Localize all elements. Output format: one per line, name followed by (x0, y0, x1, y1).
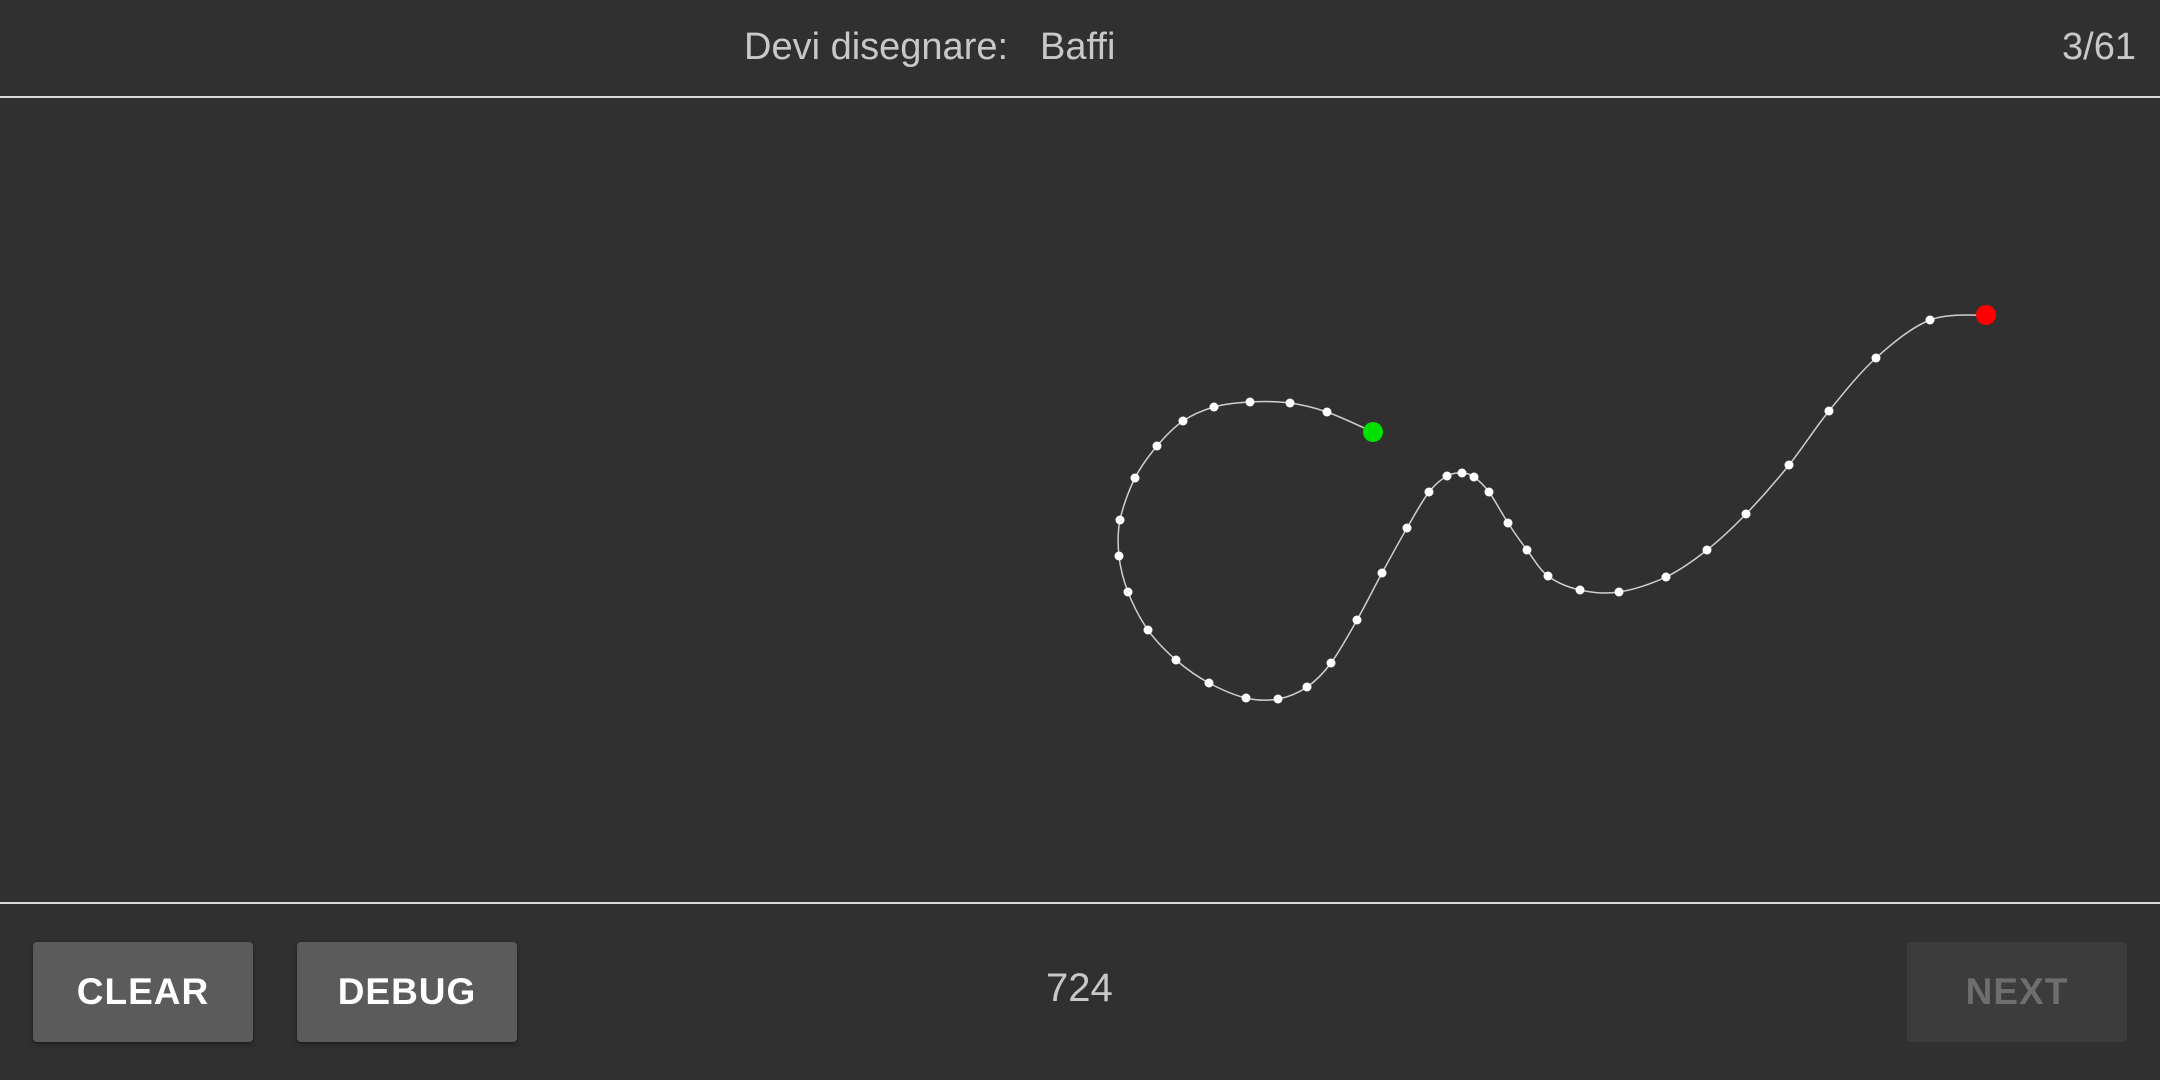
stroke-point (1457, 468, 1467, 478)
stroke-point (1661, 572, 1671, 582)
stroke-path (1117, 314, 1987, 701)
stroke-point (1543, 571, 1553, 581)
footer-divider (0, 902, 2160, 904)
stroke-point (1741, 509, 1751, 519)
stroke-point (1171, 655, 1181, 665)
progress-counter: 3/61 (2062, 26, 2136, 68)
prompt-label: Devi disegnare: (744, 26, 1009, 68)
stroke-point (1273, 694, 1283, 704)
stroke-point (1241, 693, 1251, 703)
next-button[interactable]: NEXT (1907, 942, 2127, 1042)
stroke-point (1114, 551, 1124, 561)
stroke-point (1178, 416, 1188, 426)
stroke-start-point (1363, 422, 1383, 442)
stroke-point (1484, 487, 1494, 497)
stroke-point (1115, 515, 1125, 525)
footer-bar: CLEAR DEBUG 724 NEXT (0, 904, 2160, 1080)
stroke-layer (1114, 305, 1996, 704)
debug-button[interactable]: DEBUG (297, 942, 517, 1042)
stroke-point (1871, 353, 1881, 363)
stroke-point (1143, 625, 1153, 635)
stroke-point (1285, 398, 1295, 408)
stroke-point (1925, 315, 1935, 325)
clear-button[interactable]: CLEAR (33, 942, 253, 1042)
stroke-point (1352, 615, 1362, 625)
stroke-point (1702, 545, 1712, 555)
stroke-point (1377, 568, 1387, 578)
stroke-point (1123, 587, 1133, 597)
stroke-point (1152, 441, 1162, 451)
point-count: 724 (1046, 966, 1113, 1010)
stroke-point (1824, 406, 1834, 416)
stroke-point (1503, 518, 1513, 528)
stroke-point (1522, 545, 1532, 555)
stroke-point (1784, 460, 1794, 470)
stroke-point (1575, 585, 1585, 595)
header-divider (0, 96, 2160, 98)
stroke-point (1326, 658, 1336, 668)
stroke-point (1442, 471, 1452, 481)
stroke-point (1469, 472, 1479, 482)
stroke-point (1302, 682, 1312, 692)
stroke-point (1424, 487, 1434, 497)
prompt-word: Baffi (1040, 26, 1116, 68)
stroke-point (1209, 402, 1219, 412)
stroke-point (1614, 587, 1624, 597)
drawing-prompt: Devi disegnare: Baffi (744, 26, 1115, 69)
stroke-point (1322, 407, 1332, 417)
drawing-canvas[interactable] (0, 98, 2160, 902)
stroke-point (1204, 678, 1214, 688)
header-bar: Devi disegnare: Baffi 3/61 (0, 0, 2160, 96)
stroke-point (1245, 397, 1255, 407)
stroke-end-point (1976, 305, 1996, 325)
stroke-point (1130, 473, 1140, 483)
stroke-point (1402, 523, 1412, 533)
